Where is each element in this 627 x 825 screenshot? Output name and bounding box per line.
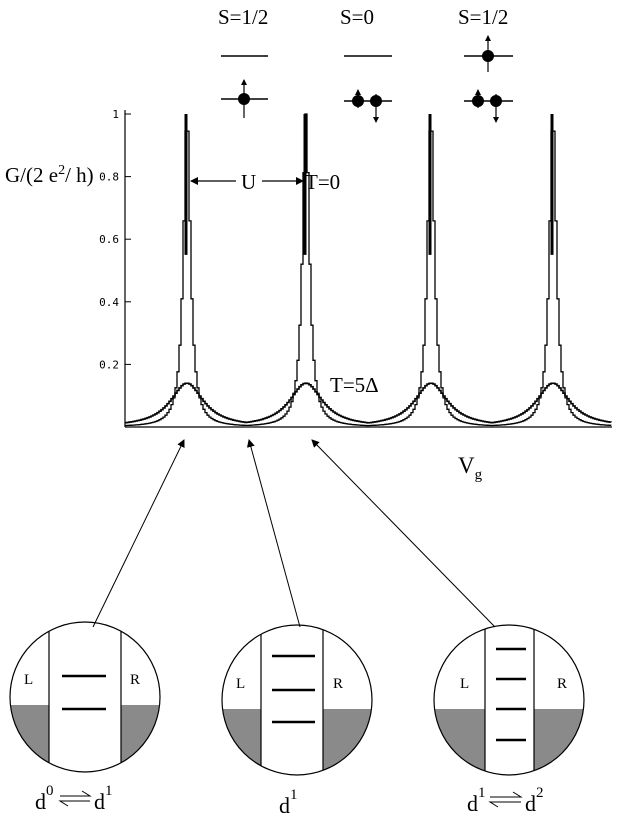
y-tick-label: 1 — [112, 108, 119, 121]
series-line-t0 — [125, 113, 612, 427]
left-lead-fermi-sea — [222, 709, 261, 775]
electron-icon — [238, 93, 250, 105]
t0-label: T=0 — [305, 170, 340, 194]
x-axis-label: Vg — [458, 453, 483, 483]
y-tick-label: 0.8 — [99, 171, 119, 184]
pointer-arrow-2 — [246, 439, 301, 628]
right-lead-fermi-sea — [534, 709, 584, 775]
y-tick-label: 0.2 — [99, 358, 119, 371]
pointer-arrow-1 — [92, 439, 185, 628]
series-line-t5 — [125, 382, 612, 424]
left-lead-fermi-sea — [10, 705, 49, 772]
panel-caption: d2 — [525, 785, 544, 816]
spin-state-3: S=1/2 — [458, 5, 513, 123]
t5-label: T=5Δ — [330, 373, 379, 397]
exchange-arrows-icon — [488, 791, 523, 808]
dot-panel-1: L R d0 d1 — [9, 621, 161, 814]
conductance-chart: 0.2 0.4 0.6 0.8 1 G/(2 e2/ h) Vg U T=0 T=5Δ — [5, 108, 612, 483]
left-lead-label: L — [236, 676, 245, 692]
panel-caption: d1 — [467, 785, 486, 816]
dot-outline — [9, 621, 161, 773]
dot-panel-2: L R d1 — [221, 624, 373, 818]
panel-caption: d0 — [35, 783, 54, 814]
dot-outline — [221, 624, 373, 776]
spin-state-2: S=0 — [340, 5, 392, 123]
pointer-arrow-3 — [311, 439, 496, 628]
dot-outline — [433, 624, 585, 776]
right-lead-fermi-sea — [121, 705, 160, 772]
left-lead-label: L — [24, 672, 33, 688]
y-tick-label: 0.4 — [99, 296, 119, 309]
panel-caption: d1 — [279, 787, 298, 818]
electron-icon — [482, 50, 494, 62]
right-lead-fermi-sea — [323, 709, 372, 775]
exchange-arrows-icon — [58, 790, 92, 807]
spin-state-label: S=0 — [340, 5, 374, 29]
dot-panel-3: L R d1 d2 — [433, 624, 585, 816]
y-tick-label: 0.6 — [99, 233, 119, 246]
panel-caption: d1 — [94, 783, 113, 814]
left-lead-label: L — [460, 676, 469, 692]
y-ticks: 0.2 0.4 0.6 0.8 1 — [99, 108, 131, 371]
spin-state-1: S=1/2 — [218, 5, 268, 118]
spacing-label: U — [241, 170, 256, 194]
right-lead-label: R — [557, 676, 567, 692]
curves — [125, 113, 612, 427]
right-lead-label: R — [333, 676, 343, 692]
right-lead-label: R — [130, 672, 140, 688]
y-axis-label: G/(2 e2/ h) — [5, 163, 94, 187]
spin-state-label: S=1/2 — [218, 5, 268, 29]
spin-state-label: S=1/2 — [458, 5, 508, 29]
